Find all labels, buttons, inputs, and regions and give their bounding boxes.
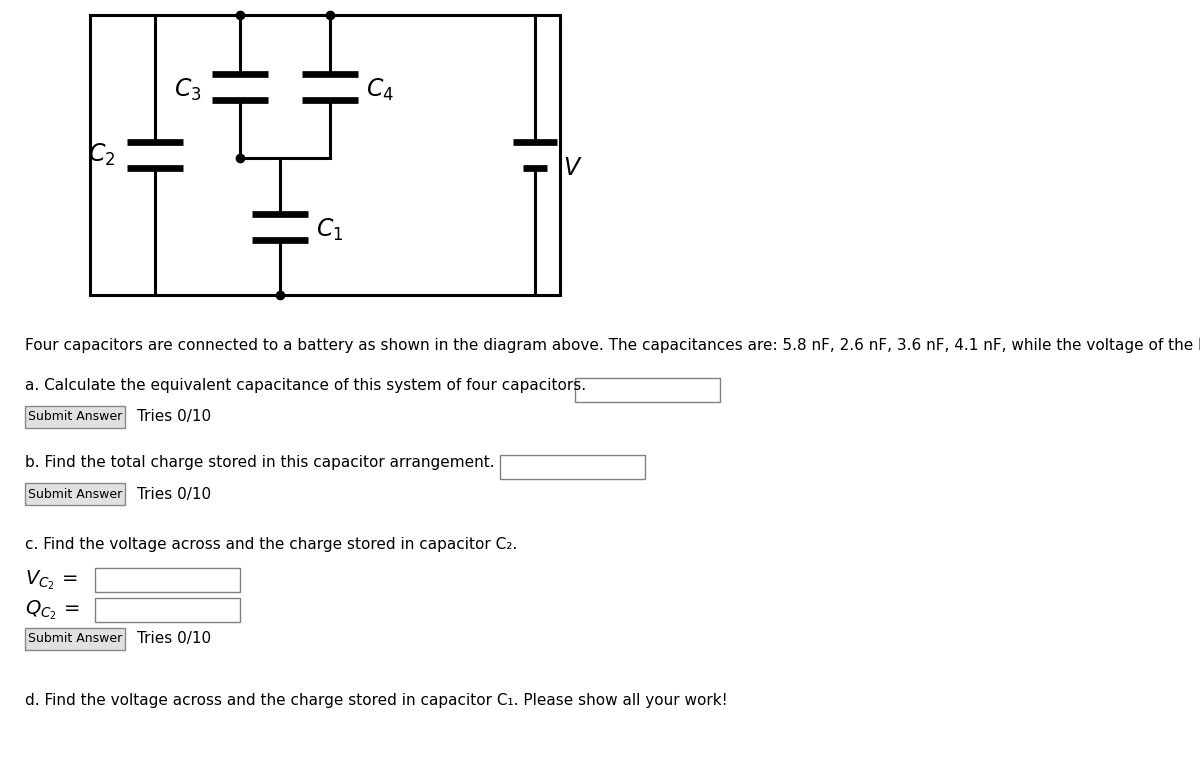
Text: a. Calculate the equivalent capacitance of this system of four capacitors.: a. Calculate the equivalent capacitance … <box>25 378 586 393</box>
Text: $C_1$: $C_1$ <box>316 217 343 243</box>
Text: b. Find the total charge stored in this capacitor arrangement.: b. Find the total charge stored in this … <box>25 455 494 470</box>
Text: Tries 0/10: Tries 0/10 <box>137 486 211 502</box>
Text: Four capacitors are connected to a battery as shown in the diagram above. The ca: Four capacitors are connected to a batte… <box>25 338 1200 353</box>
Text: d. Find the voltage across and the charge stored in capacitor C₁. Please show al: d. Find the voltage across and the charg… <box>25 693 727 708</box>
Bar <box>500 455 646 479</box>
Text: c. Find the voltage across and the charge stored in capacitor C₂.: c. Find the voltage across and the charg… <box>25 537 517 552</box>
Bar <box>95 598 240 622</box>
Text: Tries 0/10: Tries 0/10 <box>137 632 211 647</box>
Text: Submit Answer: Submit Answer <box>28 487 122 501</box>
Text: $V$: $V$ <box>563 156 582 180</box>
Text: $Q_{C_2}$ =: $Q_{C_2}$ = <box>25 598 79 622</box>
Text: Submit Answer: Submit Answer <box>28 632 122 645</box>
Bar <box>25 628 125 650</box>
Text: $C_4$: $C_4$ <box>366 77 394 103</box>
Bar <box>25 483 125 505</box>
Text: Submit Answer: Submit Answer <box>28 410 122 423</box>
Text: $V_{C_2}$ =: $V_{C_2}$ = <box>25 568 78 592</box>
Text: Tries 0/10: Tries 0/10 <box>137 410 211 425</box>
Bar <box>95 568 240 592</box>
Bar <box>575 378 720 402</box>
Text: $C_2$: $C_2$ <box>88 142 115 168</box>
Text: $C_3$: $C_3$ <box>174 77 202 103</box>
Bar <box>25 406 125 428</box>
